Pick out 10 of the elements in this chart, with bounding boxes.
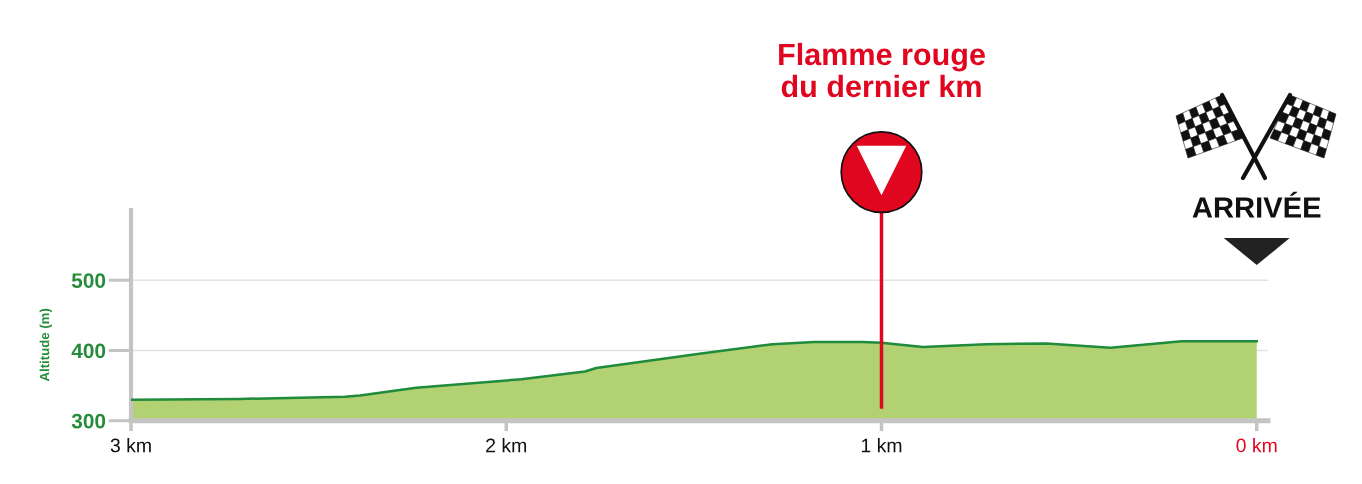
x-tick-label: 3 km — [110, 438, 151, 453]
y-tick-label: 400 — [71, 343, 106, 359]
ref-line-label: Flamme rouge du dernier km — [779, 42, 985, 98]
y-tick-label: 300 — [71, 413, 106, 429]
y-tick-label: 500 — [71, 273, 106, 288]
y-axis-title: Altitude (m) — [39, 308, 52, 382]
x-tick-label: 2 km — [486, 438, 527, 453]
x-tick-label: 0 km — [1236, 438, 1277, 453]
x-tick-label: 1 km — [861, 438, 902, 453]
annotation: ARRIVÉE — [1192, 191, 1321, 218]
